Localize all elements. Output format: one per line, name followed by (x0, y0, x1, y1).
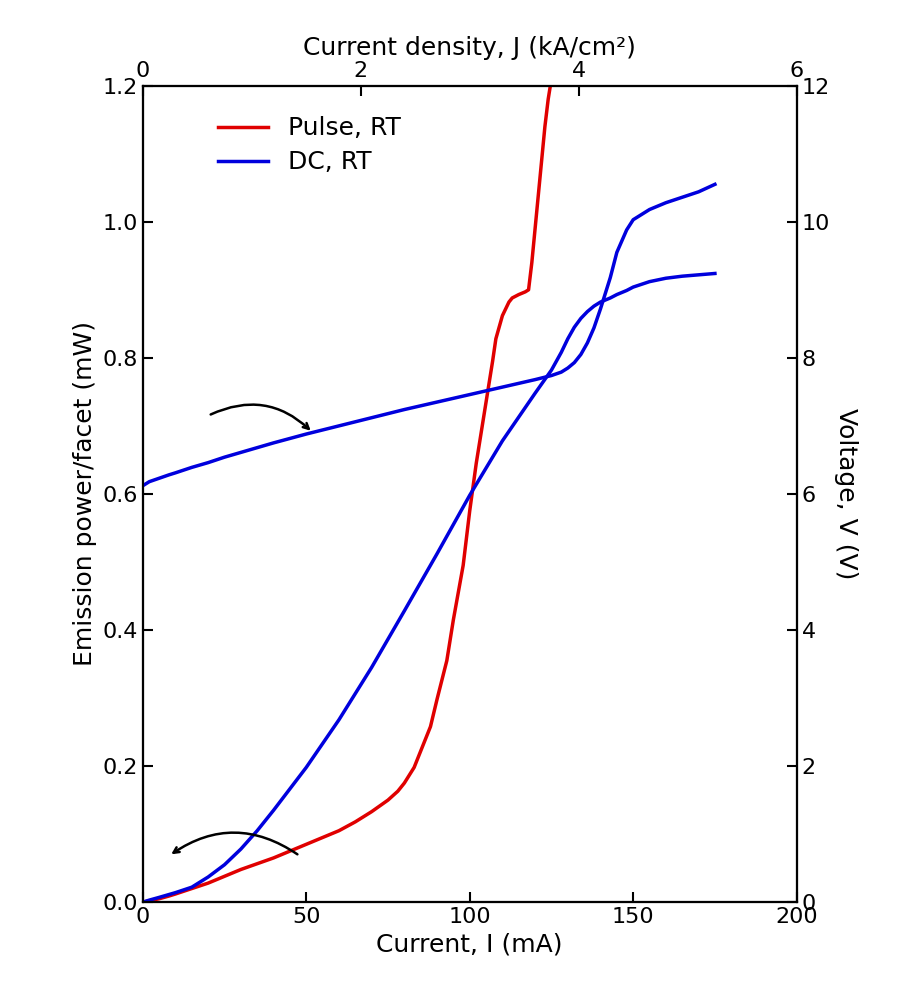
Y-axis label: Voltage, V (V): Voltage, V (V) (834, 408, 857, 580)
Legend: Pulse, RT, DC, RT: Pulse, RT, DC, RT (207, 107, 411, 184)
X-axis label: Current, I (mA): Current, I (mA) (377, 932, 563, 957)
X-axis label: Current density, J (kA/cm²): Current density, J (kA/cm²) (303, 36, 636, 60)
Y-axis label: Emission power/facet (mW): Emission power/facet (mW) (73, 322, 97, 666)
